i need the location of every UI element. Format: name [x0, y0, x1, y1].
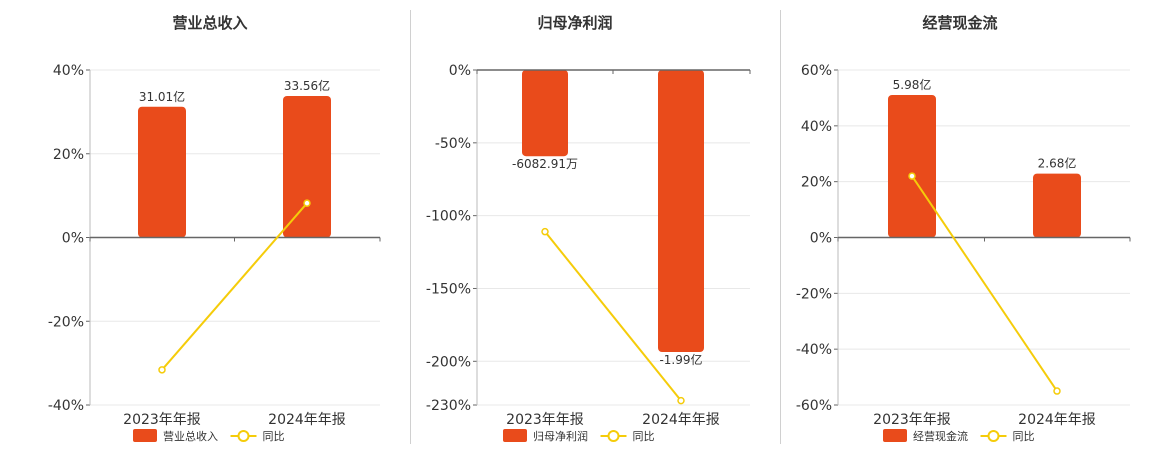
yoy-point — [303, 199, 311, 207]
legend-bar-swatch-icon — [133, 429, 157, 442]
legend: 归母净利润 同比 — [503, 429, 655, 443]
panel-divider — [410, 10, 411, 444]
legend-bar-label: 归母净利润 — [533, 429, 588, 443]
bar-data-label: 5.98亿 — [893, 77, 932, 92]
legend-bar-swatch-icon — [883, 429, 907, 442]
y-tick-label: 60% — [801, 63, 832, 79]
panel-divider — [780, 10, 781, 444]
y-tick-label: -230% — [426, 398, 471, 414]
legend-line-label: 同比 — [1013, 430, 1035, 443]
yoy-point — [158, 366, 166, 374]
y-tick-label: -60% — [796, 398, 832, 414]
y-tick-label: 20% — [53, 147, 84, 163]
bar-1 — [522, 70, 568, 157]
y-tick-label: -150% — [426, 281, 471, 297]
yoy-point — [677, 396, 685, 405]
legend-circle-icon — [987, 430, 1000, 442]
chart-title: 营业总收入 — [172, 14, 247, 32]
chart-title: 经营现金流 — [922, 14, 997, 32]
bar-1 — [138, 106, 186, 238]
legend: 营业总收入 同比 — [133, 429, 285, 443]
yoy-point — [1053, 387, 1061, 395]
y-tick-label: 0% — [62, 231, 84, 247]
y-tick-label: -100% — [426, 209, 471, 225]
yoy-point — [541, 227, 549, 236]
y-tick-label: -40% — [796, 342, 832, 358]
y-tick-label: 0% — [449, 63, 471, 79]
x-tick-label: 2023年年报 — [506, 412, 584, 428]
x-tick-label: 2023年年报 — [873, 412, 951, 428]
chart-title: 归母净利润 — [537, 14, 612, 32]
legend-bar-label: 经营现金流 — [913, 429, 968, 443]
legend-circle-icon — [607, 430, 620, 442]
y-tick-label: -200% — [426, 354, 471, 370]
legend-bar-label: 营业总收入 — [163, 429, 218, 443]
legend-line-label: 同比 — [633, 430, 655, 443]
y-tick-label: 20% — [801, 175, 832, 191]
legend-bar-swatch-icon — [503, 429, 527, 442]
yoy-point — [908, 172, 916, 180]
y-tick-label: 40% — [801, 119, 832, 135]
yoy-line — [544, 231, 682, 402]
y-tick-label: -50% — [435, 136, 471, 152]
bar-2 — [1033, 173, 1081, 238]
legend-line-label: 同比 — [263, 430, 285, 443]
x-tick-label: 2024年年报 — [642, 412, 720, 428]
bar-2 — [283, 96, 331, 238]
x-tick-label: 2024年年报 — [268, 412, 346, 428]
bar-2 — [658, 70, 704, 352]
y-tick-label: -20% — [796, 286, 832, 302]
legend-circle-icon — [237, 430, 250, 442]
yoy-line — [161, 202, 308, 371]
x-tick-label: 2024年年报 — [1018, 412, 1096, 428]
bar-data-label: -1.99亿 — [659, 352, 702, 367]
y-tick-label: -40% — [48, 398, 84, 414]
bar-1 — [888, 95, 936, 238]
chart-panel-1: 营业总收入 40% 20% 0% -20% -40% 31.01亿 33.56亿 2023年年报… — [48, 14, 381, 443]
bar-data-label: 2.68亿 — [1038, 156, 1077, 171]
chart-panel-2: 归母净利润 0% -50% -100% -150% -200% -230% -6082.91万… — [426, 14, 751, 443]
y-tick-label: 0% — [810, 231, 832, 247]
legend: 经营现金流 同比 — [883, 429, 1035, 443]
y-tick-label: -20% — [48, 314, 84, 330]
chart-panel-3: 经营现金流 60% 40% 20% 0% -20% -40% -60% 5.98亿 2.68亿 20… — [796, 14, 1131, 443]
bar-data-label: 33.56亿 — [284, 78, 330, 93]
x-tick-label: 2023年年报 — [123, 412, 201, 428]
bar-data-label: -6082.91万 — [512, 157, 578, 171]
yoy-line — [911, 175, 1058, 392]
y-tick-label: 40% — [53, 63, 84, 79]
bar-data-label: 31.01亿 — [139, 89, 185, 104]
